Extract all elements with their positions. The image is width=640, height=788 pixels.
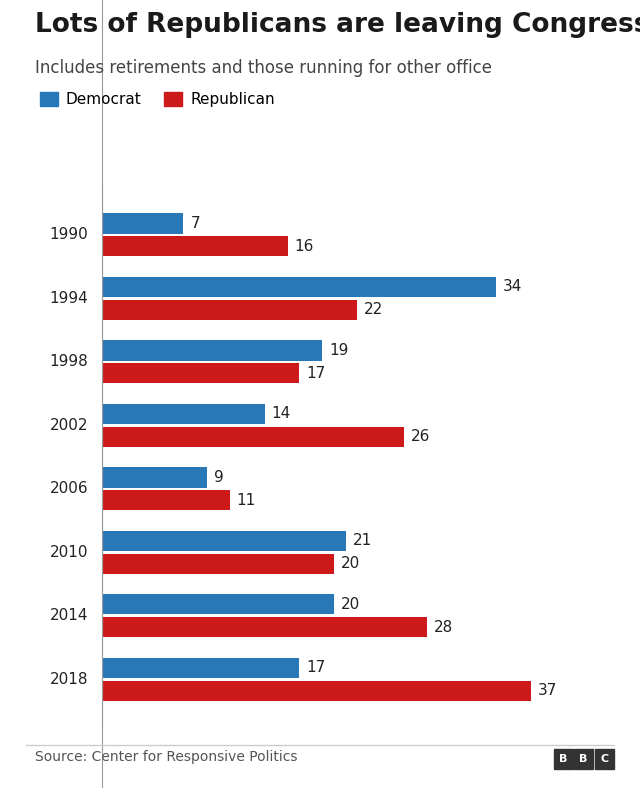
Text: 1990: 1990 [50, 227, 88, 243]
Text: 17: 17 [306, 366, 326, 381]
Bar [102, 490, 230, 511]
Bar [102, 658, 300, 678]
Text: 20: 20 [341, 597, 360, 611]
Text: 2014: 2014 [50, 608, 88, 623]
Bar [102, 426, 403, 447]
Text: 1994: 1994 [50, 291, 88, 306]
Bar [102, 403, 264, 424]
Bar [102, 681, 531, 701]
Bar [102, 530, 346, 551]
Text: 2002: 2002 [50, 418, 88, 433]
Bar [102, 553, 334, 574]
Text: 28: 28 [434, 619, 453, 634]
Text: B: B [579, 754, 588, 764]
Text: 34: 34 [503, 280, 522, 295]
Text: B: B [559, 754, 568, 764]
Bar [102, 617, 427, 637]
Text: 26: 26 [410, 429, 430, 444]
Text: 2018: 2018 [50, 671, 88, 687]
Bar [102, 363, 300, 384]
Text: Includes retirements and those running for other office: Includes retirements and those running f… [35, 59, 492, 77]
Text: 21: 21 [353, 533, 372, 548]
Bar [102, 340, 323, 361]
Text: Source: Center for Responsive Politics: Source: Center for Responsive Politics [35, 750, 298, 764]
Bar [102, 594, 334, 615]
Text: 9: 9 [214, 470, 223, 485]
Text: 7: 7 [191, 216, 200, 231]
Text: 11: 11 [237, 492, 256, 507]
Text: 22: 22 [364, 303, 383, 318]
Text: 2006: 2006 [50, 481, 88, 496]
Text: C: C [600, 754, 608, 764]
Bar [102, 299, 357, 320]
Text: 1998: 1998 [50, 355, 88, 370]
Bar [102, 236, 288, 256]
Bar [102, 277, 496, 297]
Text: Lots of Republicans are leaving Congress: Lots of Republicans are leaving Congress [35, 12, 640, 38]
Bar [102, 214, 184, 233]
Text: 16: 16 [294, 239, 314, 254]
Text: 20: 20 [341, 556, 360, 571]
Text: 17: 17 [306, 660, 326, 675]
Text: 14: 14 [271, 407, 291, 422]
Text: 37: 37 [538, 683, 557, 698]
Bar [102, 467, 207, 488]
Text: 19: 19 [330, 343, 349, 358]
Legend: Democrat, Republican: Democrat, Republican [40, 92, 275, 107]
Text: 2010: 2010 [50, 545, 88, 559]
